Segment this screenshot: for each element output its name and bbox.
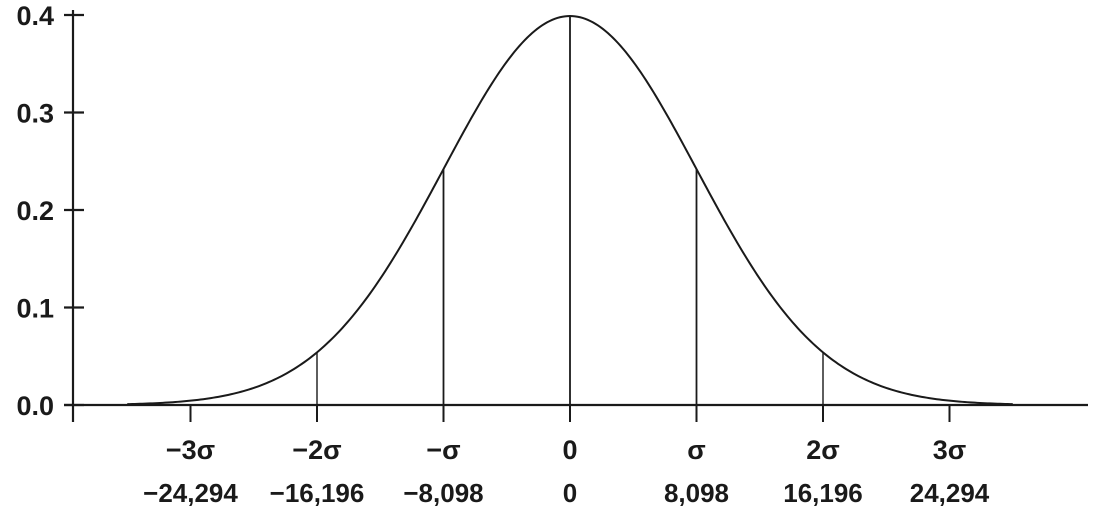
- x-tick-value-label: 0: [563, 478, 577, 508]
- y-tick-label: 0.1: [16, 294, 54, 324]
- x-tick-sigma-label: σ: [687, 435, 705, 465]
- sigma-vertical-lines: [316, 16, 824, 405]
- x-tick-value-label: 8,098: [664, 478, 729, 508]
- x-tick-value-label: −24,294: [143, 478, 238, 508]
- y-axis: 0.0 0.1 0.2 0.3 0.4: [16, 1, 84, 422]
- x-tick-value-label: −8,098: [403, 478, 483, 508]
- x-tick-sigma-label: 2σ: [806, 435, 840, 465]
- x-tick-sigma-label: −2σ: [292, 435, 341, 465]
- normal-curve: [127, 15, 1013, 406]
- x-tick-sigma-label: 3σ: [933, 435, 967, 465]
- x-axis: −3σ −24,294 −2σ −16,196 −σ −8,098 0 0 σ 8,098 2σ 16…: [64, 403, 1088, 508]
- y-tick-label: 0.2: [16, 196, 54, 226]
- x-tick-value-label: 16,196: [783, 478, 863, 508]
- x-tick-value-label: −16,196: [270, 478, 365, 508]
- x-tick-sigma-label: −σ: [426, 435, 460, 465]
- y-tick-label: 0.0: [16, 391, 54, 421]
- x-tick-sigma-label: 0: [562, 435, 577, 465]
- x-tick-value-label: 24,294: [910, 478, 990, 508]
- y-tick-label: 0.4: [16, 1, 54, 31]
- y-tick-label: 0.3: [16, 99, 54, 129]
- x-tick-sigma-label: −3σ: [166, 435, 215, 465]
